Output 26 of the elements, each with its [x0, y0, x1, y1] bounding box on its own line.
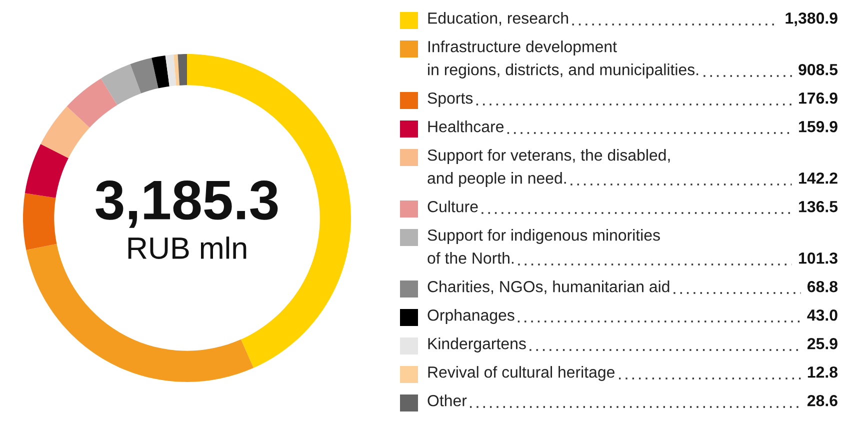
data-label: 136.5	[799, 200, 838, 212]
legend-label: Culture	[428, 200, 478, 212]
legend-label: Kindergartens	[428, 338, 526, 352]
legend-label: Charities, NGOs, humanitarian aid	[428, 280, 670, 294]
data-label: 142.2	[799, 172, 838, 184]
legend-label: Sports	[428, 92, 473, 107]
legend-label: Orphanages	[428, 309, 514, 324]
data-label: 176.9	[799, 92, 838, 104]
data-label: 12.8	[808, 366, 838, 378]
legend-label: Other	[428, 394, 467, 406]
text: 3,185.3	[96, 180, 278, 228]
text: RUB mln	[128, 236, 246, 259]
legend-label: Support for indigenous minorities of the North.	[428, 229, 660, 264]
data-label: 43.0	[807, 309, 838, 321]
legend-label: Education, research	[428, 12, 568, 26]
data-label: 908.5	[798, 64, 838, 76]
legend-label: Healthcare	[428, 120, 504, 132]
data-label: 28.6	[807, 394, 838, 406]
data-label: 159.9	[799, 120, 838, 132]
legend-label: Infrastructure development in regions, districts, and municipalities.	[428, 40, 698, 78]
data-label: 68.8	[808, 280, 838, 292]
legend-label: Revival of cultural heritage	[428, 366, 614, 381]
data-label: 101.3	[799, 252, 838, 264]
data-label: 1,380.9	[786, 12, 838, 26]
data-label: 25.9	[807, 338, 838, 350]
legend-label: Support for veterans, the disabled, and people in need.	[428, 149, 670, 187]
